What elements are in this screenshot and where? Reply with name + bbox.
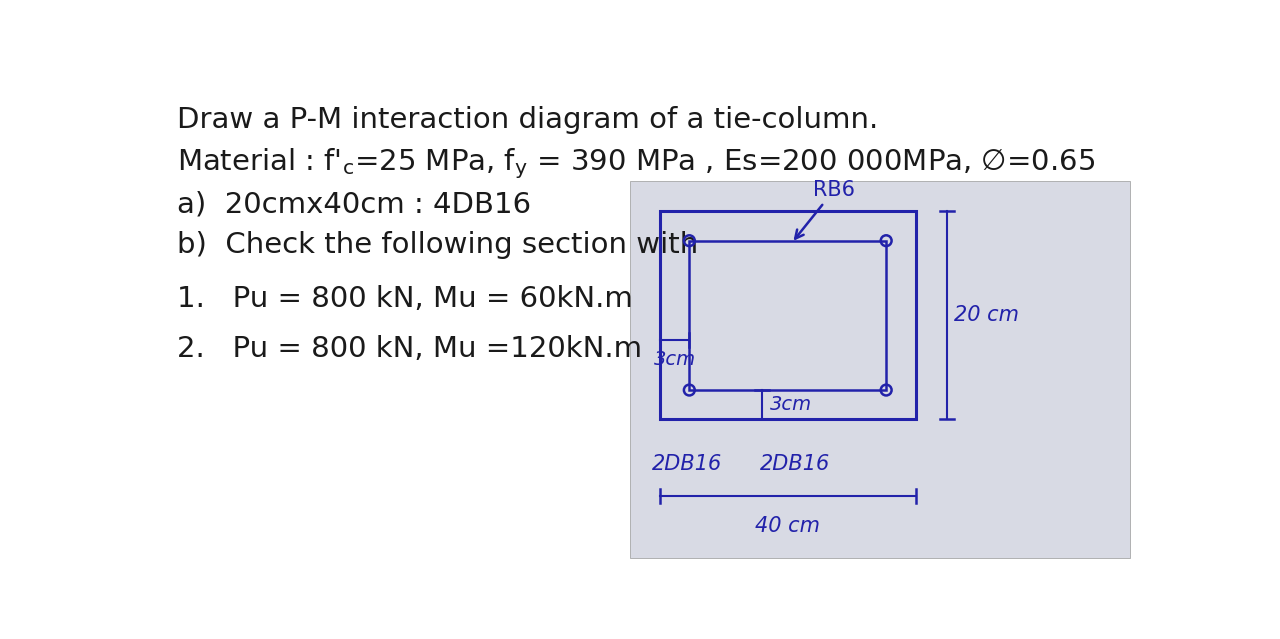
- Text: b)  Check the following section with: b) Check the following section with: [177, 231, 699, 259]
- Text: a)  20cmx40cm : 4DB16: a) 20cmx40cm : 4DB16: [177, 190, 531, 219]
- Text: 20 cm: 20 cm: [955, 305, 1019, 325]
- Text: 40 cm: 40 cm: [755, 516, 820, 535]
- Bar: [631, 181, 1130, 558]
- Text: RB6: RB6: [795, 180, 855, 238]
- Text: 3cm: 3cm: [654, 350, 695, 369]
- Text: 3cm: 3cm: [771, 395, 812, 414]
- Bar: [690, 241, 886, 390]
- Text: 2DB16: 2DB16: [760, 454, 831, 474]
- Text: 2DB16: 2DB16: [652, 454, 722, 474]
- Text: Material : f'$_{\mathregular{c}}$=25 MPa, f$_{\mathregular{y}}$ = 390 MPa , Es=2: Material : f'$_{\mathregular{c}}$=25 MPa…: [177, 146, 1096, 181]
- Text: 2.   Pu = 800 kN, Mu =120kN.m: 2. Pu = 800 kN, Mu =120kN.m: [177, 335, 643, 362]
- Text: Draw a P-M interaction diagram of a tie-column.: Draw a P-M interaction diagram of a tie-…: [177, 106, 878, 134]
- Bar: [660, 212, 915, 419]
- Text: 1.   Pu = 800 kN, Mu = 60kN.m: 1. Pu = 800 kN, Mu = 60kN.m: [177, 284, 632, 312]
